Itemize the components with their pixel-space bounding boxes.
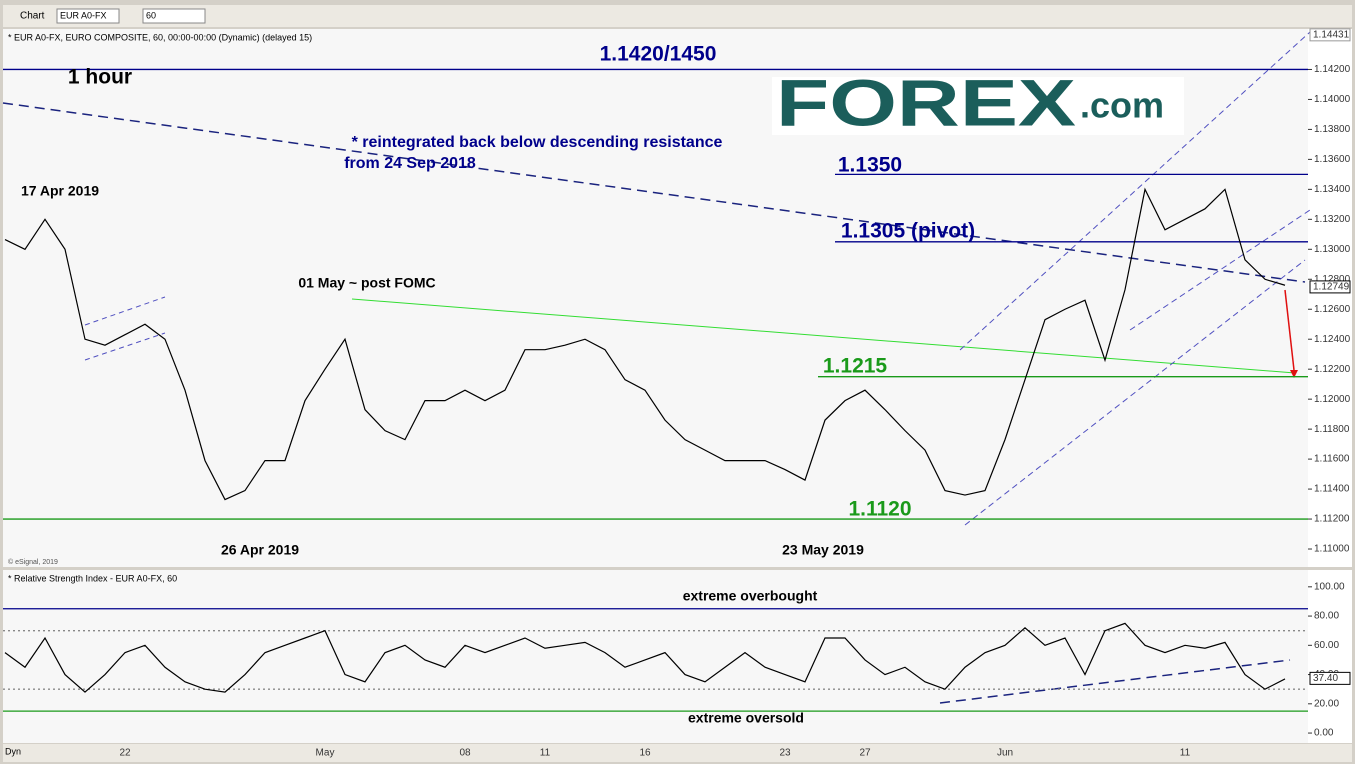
interval[interactable]: 60 <box>146 10 156 20</box>
x-tick-label: 22 <box>119 748 131 759</box>
mode: Dyn <box>5 746 21 756</box>
y-tick-label: 20.00 <box>1314 698 1339 709</box>
level-label: extreme overbought <box>683 588 818 604</box>
y-tick-label: 1.13800 <box>1314 124 1351 135</box>
price-axis <box>1308 29 1352 567</box>
price-line <box>4 622 1286 693</box>
y-tick-label: 1.12800 <box>1314 274 1351 285</box>
current-price-box <box>1309 280 1351 294</box>
x-tick-label: May <box>316 748 335 759</box>
level-label: 1.1350 <box>838 154 902 177</box>
x-tick-label: 11 <box>1180 748 1191 759</box>
y-tick-label: 100.00 <box>1314 581 1345 592</box>
x-tick-label: Jun <box>997 748 1013 759</box>
descending-resistance <box>2 102 1306 283</box>
y-tick-label: 1.14000 <box>1314 94 1351 105</box>
annotation: 01 May ~ post FOMC <box>298 275 435 291</box>
y-tick-label: 60.00 <box>1314 640 1339 651</box>
x-tick-label: 23 <box>779 748 791 759</box>
logo-suffix: .com <box>1080 85 1164 126</box>
y-tick-label: 1.11600 <box>1314 454 1350 465</box>
level-label: 1.1120 <box>848 498 911 521</box>
channel-line <box>964 259 1306 526</box>
y-tick-label: 1.12600 <box>1314 304 1351 315</box>
app-name: Chart <box>20 11 45 22</box>
arrow-head <box>1290 370 1298 378</box>
annotation: from 24 Sep 2018 <box>344 155 476 172</box>
y-tick-label: 1.12400 <box>1314 334 1351 345</box>
symbol[interactable]: EUR A0-FX <box>60 10 107 20</box>
y-tick-label: 1.11400 <box>1314 484 1350 495</box>
credit: © eSignal, 2019 <box>8 558 58 566</box>
rsi-trendline <box>939 659 1291 704</box>
y-tick-label: 0.00 <box>1314 728 1334 739</box>
y-tick-label: 1.12200 <box>1314 364 1351 375</box>
y-tick-label: 80.00 <box>1314 611 1339 622</box>
level-label: extreme oversold <box>688 710 804 726</box>
y-tick-label: 1.12000 <box>1314 394 1351 405</box>
chart-header: * EUR A0-FX, EURO COMPOSITE, 60, 00:00-0… <box>8 32 312 42</box>
annotation: 26 Apr 2019 <box>221 542 299 558</box>
interval-box[interactable] <box>142 8 206 24</box>
current-value-box <box>1309 671 1351 685</box>
y-tick-label: 1.13600 <box>1314 154 1351 165</box>
x-tick-label: 16 <box>639 748 651 759</box>
y-tick-label: 1.11200 <box>1314 514 1350 525</box>
annotation: 17 Apr 2019 <box>21 183 99 199</box>
y-tick-label: 1.13200 <box>1314 214 1351 225</box>
y-tick-label: 1.13000 <box>1314 244 1351 255</box>
high-price-label: 1.14431 <box>1313 29 1350 40</box>
x-tick-label: 08 <box>459 748 471 759</box>
logo-main: FOREX <box>776 65 1076 139</box>
x-tick-label: 11 <box>540 748 551 759</box>
x-tick-label: 27 <box>859 748 871 759</box>
current-price-label: 1.12749 <box>1313 282 1350 293</box>
channel-line <box>1129 209 1311 331</box>
toolbar <box>3 5 1352 27</box>
rsi-header: * Relative Strength Index - EUR A0-FX, 6… <box>8 573 177 583</box>
y-tick-label: 1.13400 <box>1314 184 1351 195</box>
price-line <box>4 187 1286 501</box>
symbol-box[interactable] <box>56 8 120 24</box>
high-price-box <box>1309 28 1351 42</box>
level-label: 1.1215 <box>823 355 888 378</box>
support-line <box>351 298 1296 374</box>
y-tick-label: 1.11800 <box>1314 424 1350 435</box>
logo-box <box>772 77 1184 135</box>
current-value-label: 37.40 <box>1313 673 1338 684</box>
channel-line <box>959 31 1311 351</box>
annotation: * reintegrated back below descending res… <box>352 134 723 151</box>
y-tick-label: 1.11000 <box>1314 544 1350 555</box>
time-axis <box>3 744 1352 762</box>
level-label: 1.1420/1450 <box>600 43 717 66</box>
rsi-axis <box>1308 570 1352 743</box>
annotation: 23 May 2019 <box>782 542 864 558</box>
projection-arrow <box>1284 289 1295 371</box>
y-tick-label: 1.14200 <box>1314 64 1351 75</box>
annotation: 1 hour <box>68 66 132 89</box>
level-label: 1.1305 (pivot) <box>841 220 975 243</box>
